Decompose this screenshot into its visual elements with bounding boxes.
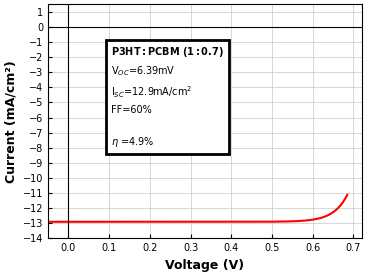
Text: $\mathbf{P3HT:PCBM\ (1:0.7)}$
V$_{OC}$=6.39mV
I$_{SC}$=12.9mA/cm$^{2}$
FF=60%

$: $\mathbf{P3HT:PCBM\ (1:0.7)}$ V$_{OC}$=6… [111,45,224,149]
Y-axis label: Current (mA/cm²): Current (mA/cm²) [4,60,17,183]
X-axis label: Voltage (V): Voltage (V) [165,259,244,272]
